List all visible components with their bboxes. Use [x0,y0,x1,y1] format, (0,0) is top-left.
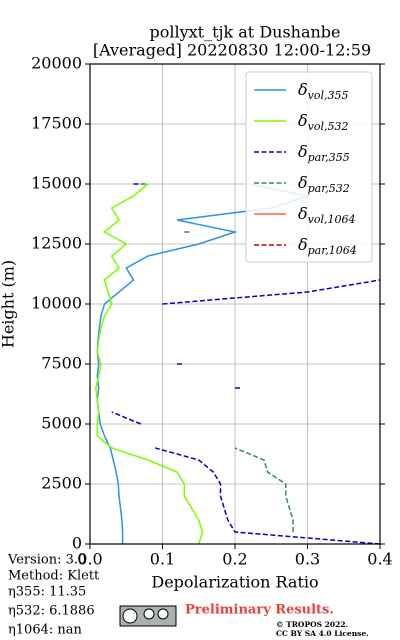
x-tick-label: 0.2 [222,550,247,569]
legend-label: δvol,355 [298,80,349,103]
y-tick-label: 17500 [31,114,82,133]
legend-label: δpar,355 [298,142,350,165]
annotation: η1064: nan [8,623,83,638]
y-axis-label: Height (m) [0,260,18,348]
legend-label: δvol,532 [298,111,349,134]
profile-line [95,183,204,545]
annotation: η532: 6.1886 [8,604,95,619]
annotation: Version: 3.0 [7,553,86,568]
y-tick-label: 15000 [31,174,82,193]
profile-line [111,183,381,545]
x-tick-label: 0.0 [77,550,102,569]
legend-label: δpar,1064 [298,235,357,258]
notice: Preliminary Results. [185,603,334,618]
x-tick-label: 0.4 [367,550,392,569]
plot-frame [89,63,381,545]
y-tick-label: 7500 [41,354,82,373]
y-tick-label: 12500 [31,234,82,253]
copyright: CC BY SA 4.0 License. [276,629,369,638]
x-tick-label: 0.3 [295,550,320,569]
y-tick-label: 5000 [41,414,82,433]
profile-line [96,183,311,544]
y-tick-label: 20000 [31,54,82,73]
cc-logo [119,605,177,627]
annotation: η355: 11.35 [8,585,86,600]
legend-label: δpar,532 [298,173,350,196]
profile-line [140,183,294,532]
y-tick-label: 10000 [31,294,82,313]
y-tick-label: 2500 [41,474,82,493]
chart-subtitle: [Averaged] 20220830 12:00-12:59 [93,41,371,60]
y-tick-label: 0 [72,534,82,553]
x-tick-label: 0.1 [150,550,175,569]
copyright: © TROPOS 2022. [276,620,348,629]
legend-label: δvol,1064 [298,204,356,227]
annotation: Method: Klett [8,569,100,584]
x-axis-label: Depolarization Ratio [151,573,318,592]
chart-title: pollyxt_tjk at Dushanbe [149,23,340,42]
